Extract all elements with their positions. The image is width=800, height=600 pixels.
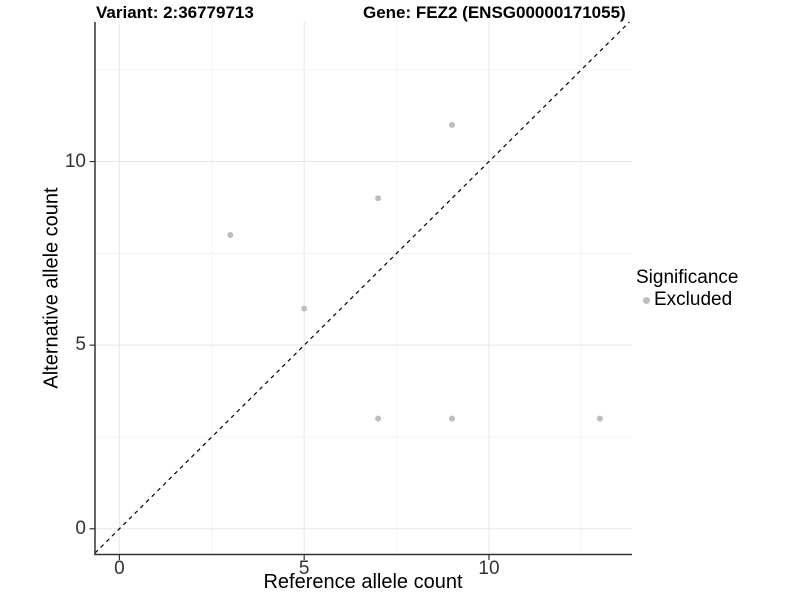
legend-item-label: Excluded <box>654 289 733 310</box>
x-tick-label: 0 <box>114 558 125 579</box>
x-tick-label: 5 <box>298 558 310 579</box>
legend-item-excluded: Excluded <box>636 289 738 311</box>
data-point <box>227 232 234 238</box>
x-axis-title: Reference allele count <box>263 571 463 593</box>
y-tick-label: 10 <box>64 150 86 172</box>
plot-title-gene: Gene: FEZ2 (ENSG00000171055) <box>363 3 626 22</box>
x-tick-label: 10 <box>478 558 500 579</box>
plot-title-variant: Variant: 2:36779713 <box>96 3 254 22</box>
data-point <box>449 415 456 422</box>
legend-title: Significance <box>636 267 739 288</box>
data-point <box>301 305 308 312</box>
legend-point-icon <box>643 296 650 304</box>
data-point <box>375 415 382 422</box>
y-axis-title: Alternative allele count <box>40 187 63 389</box>
legend: Significance Excluded <box>636 267 738 311</box>
identity-reference-line <box>94 21 630 554</box>
y-tick-label: 0 <box>75 517 86 539</box>
y-tick-label: 5 <box>75 334 86 356</box>
data-point <box>375 195 382 202</box>
data-point <box>449 121 456 128</box>
data-point <box>596 415 603 422</box>
